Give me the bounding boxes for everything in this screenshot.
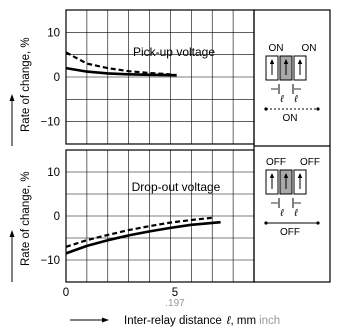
top-chart-panel: Pick-up voltage 10 0 −10 Rate of change, % bbox=[10, 10, 255, 146]
top-y-tick-label: −10 bbox=[40, 117, 60, 129]
x-axis-label: Inter-relay distance ℓ, mm inch bbox=[124, 315, 280, 327]
bottom-y-tick-label: 10 bbox=[47, 167, 60, 179]
bottom-y-tick-label: 0 bbox=[54, 211, 60, 223]
on-label-left: ON bbox=[269, 43, 284, 54]
on-terminal-right bbox=[316, 107, 319, 110]
x-tick-sub-inch: .197 bbox=[165, 298, 185, 309]
top-y-tick-label: 10 bbox=[47, 27, 60, 39]
top-y-tick-labels: 10 0 −10 bbox=[40, 27, 60, 128]
x-tick-label-0: 0 bbox=[63, 287, 69, 299]
bottom-y-tick-labels: 10 0 −10 bbox=[40, 167, 60, 267]
on-bottom-label: ON bbox=[283, 113, 298, 124]
on-label-right: ON bbox=[302, 43, 317, 54]
off-label-left: OFF bbox=[266, 157, 286, 168]
top-grid bbox=[66, 10, 254, 144]
bottom-y-axis-label: Rate of change, % bbox=[20, 171, 32, 266]
off-terminal-left bbox=[264, 221, 267, 224]
ell-left: ℓ bbox=[279, 94, 284, 105]
top-chart-title: Pick-up voltage bbox=[133, 45, 215, 59]
bottom-y-tick-label: −10 bbox=[40, 255, 60, 267]
off-terminal-right bbox=[316, 221, 319, 224]
off-bottom-label: OFF bbox=[280, 227, 300, 238]
bottom-chart-panel: Drop-out voltage 10 0 −10 Rate of change, … bbox=[10, 150, 281, 327]
bottom-y-axis-arrowhead bbox=[10, 230, 15, 237]
relay-diagram-box: ON ON ℓ ℓ ON OFF OFF bbox=[254, 10, 330, 282]
ell-left-off: ℓ bbox=[279, 208, 284, 219]
top-y-axis-arrowhead bbox=[10, 94, 15, 101]
top-y-tick-label: 0 bbox=[54, 72, 60, 84]
ell-right: ℓ bbox=[293, 94, 298, 105]
off-arrangement-diagram: OFF OFF ℓ ℓ OFF bbox=[264, 157, 320, 238]
off-label-right: OFF bbox=[300, 157, 320, 168]
bottom-grid bbox=[66, 150, 254, 282]
on-arrangement-diagram: ON ON ℓ ℓ ON bbox=[264, 43, 319, 124]
on-terminal-left bbox=[264, 107, 267, 110]
bottom-chart-title: Drop-out voltage bbox=[132, 180, 221, 194]
top-y-axis-label: Rate of change, % bbox=[20, 37, 32, 132]
ell-right-off: ℓ bbox=[293, 208, 298, 219]
bottom-series-group bbox=[66, 218, 221, 254]
x-axis-arrowhead bbox=[102, 318, 109, 323]
